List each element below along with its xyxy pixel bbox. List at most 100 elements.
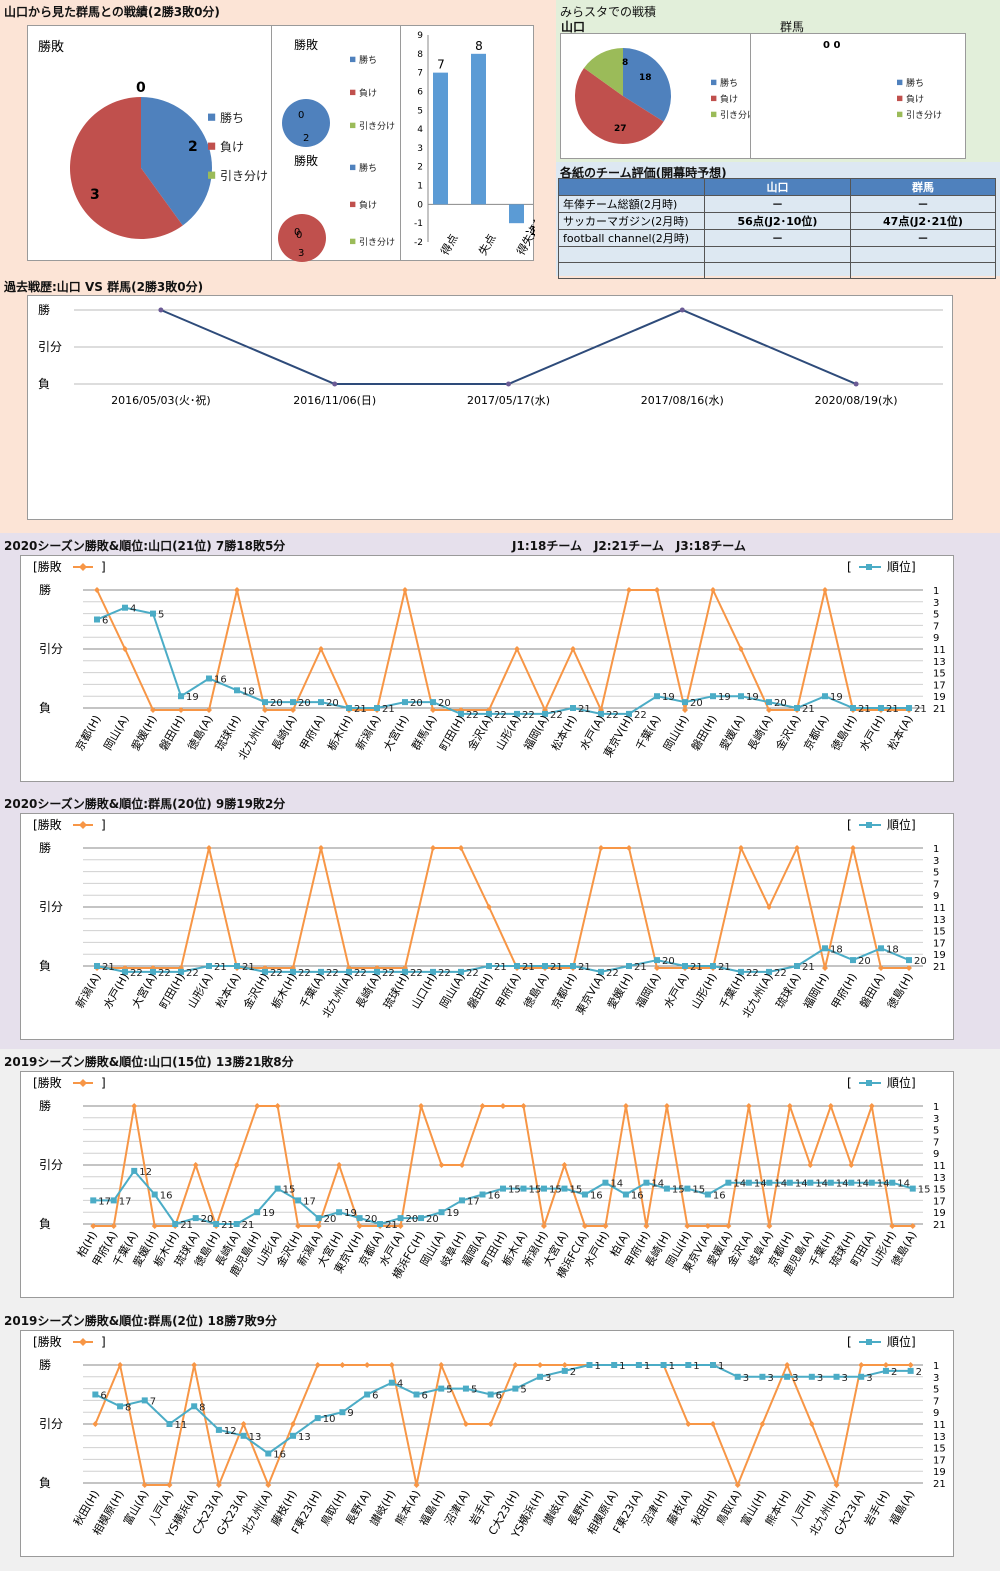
season-result-point [397,1223,404,1229]
season-rank-point [654,957,660,964]
season-rank-point [487,1391,494,1398]
season-result-point [622,1103,629,1109]
season-rank-point [94,616,100,623]
season-result-point [262,707,268,713]
history-date-label: 2016/11/06(日) [293,394,376,407]
season-result-point [878,965,884,971]
season-rank-label: 21 [858,704,871,715]
season-rank-tick: 13 [933,1432,946,1443]
season-legend-right-marker [866,1339,872,1345]
season-rank-label: 22 [438,968,451,979]
season-result-point [438,1162,445,1168]
pie-main-legend-label: 負け [220,140,244,154]
season-result-line [96,586,909,714]
season-rank-point [598,968,604,975]
mirasuta-title: みらスタでの戦積 [560,5,657,19]
season-rank-label: 22 [354,968,367,979]
season-result-point [290,707,296,713]
season-rank-label: 19 [447,1208,460,1219]
season-rank-point [710,1362,716,1368]
season-rank-point [878,945,884,952]
season-rank-point [402,699,408,706]
season-legend-left-label: [勝敗 [33,559,62,574]
season-category-label: 徳島(H) [828,713,860,754]
season-rank-label: 15 [549,1185,562,1196]
bar-category-label: 得点 [438,232,460,258]
eval-cell [850,246,996,263]
season-rank-label: 22 [410,968,423,979]
season-rank-label: 20 [410,698,423,709]
season-rank-point [725,1179,732,1186]
season-rank-tick: 17 [933,1455,946,1466]
season-rank-point [500,1185,506,1192]
season-rank-label: 20 [326,698,339,709]
season-rank-tick: 21 [933,1220,946,1231]
season-result-point [907,1362,914,1368]
season-result-point [418,1103,425,1109]
season-rank-line [96,606,909,715]
season-rank-point [848,1179,855,1186]
season-legend-right-label: 順位] [887,817,916,832]
league-note: J1:18チーム J2:21チーム J3:18チーム [512,539,746,553]
season-rank-point [346,705,352,711]
season-rank-label: 21 [242,1220,255,1231]
season-legend-left-marker [79,821,87,829]
season-rank-label: 15 [528,1185,541,1196]
eval-row [558,262,996,279]
season-rank-label: 2 [570,1367,576,1378]
season-rank-label: 19 [262,1208,275,1219]
pie-main-data-label: 0 [136,80,146,96]
season-rank-label: 19 [344,1208,357,1219]
season-rank-point [374,968,380,975]
season-rank-label: 20 [270,698,283,709]
season-rank-label: 14 [877,1179,890,1190]
season-rank-point [295,1197,302,1204]
season-rank-tick: 1 [933,844,939,855]
season-rank-point [622,1191,629,1198]
bar-tick-label: 6 [417,87,423,97]
season-rank-point [827,1179,834,1186]
season-rank-point [92,1391,99,1398]
season-rank-tick: 19 [933,950,946,961]
season-rank-label: 22 [606,968,619,979]
season-rank-label: 16 [214,675,227,686]
season-result-point [122,646,128,652]
season-result-point [339,1362,346,1368]
season-rank-point [336,1209,343,1216]
season-rank-label: 5 [471,1385,477,1396]
mirasuta-data-label: 8 [622,58,628,68]
season-rank-point [206,675,212,682]
bar-tick-label: 0 [417,200,423,210]
season-rank-label: 20 [426,1214,439,1225]
season-result-point [561,1162,568,1168]
bar-rect [433,72,448,205]
season-rank-point [850,705,856,711]
pie-main-title: 勝敗 [38,40,65,55]
mirasuta-gunma-legend-swatch [897,95,903,102]
season-result-point [141,1482,148,1488]
eval-cell [704,246,851,263]
season-rank-label: 15 [508,1185,521,1196]
season-rank-tick: 15 [933,927,946,938]
season-rank-tick: 3 [933,1373,939,1384]
season-category-label: 京都(A) [800,713,831,753]
pie-main-legend-label: 引き分け [220,169,268,183]
mirasuta-legend-label: 負け [720,93,738,105]
season-result-point [178,707,184,713]
season-rank-point [233,1221,240,1227]
season-rank-label: 17 [119,1196,132,1207]
season-legend-left-label: [勝敗 [33,817,62,832]
season-result-point [151,1223,158,1229]
season-rank-label: 22 [158,968,171,979]
pie-small2-legend-swatch [350,238,356,245]
season-result-point [626,587,632,593]
season-legend-right-marker [866,564,872,570]
season-rank-point [611,1362,618,1368]
season-rank-label: 16 [590,1191,603,1202]
season-rank-label: 22 [466,968,479,979]
season-result-point [906,965,912,971]
season-rank-label: 21 [578,704,591,715]
season-result-point [314,1362,321,1368]
season-rank-point [643,1179,650,1186]
